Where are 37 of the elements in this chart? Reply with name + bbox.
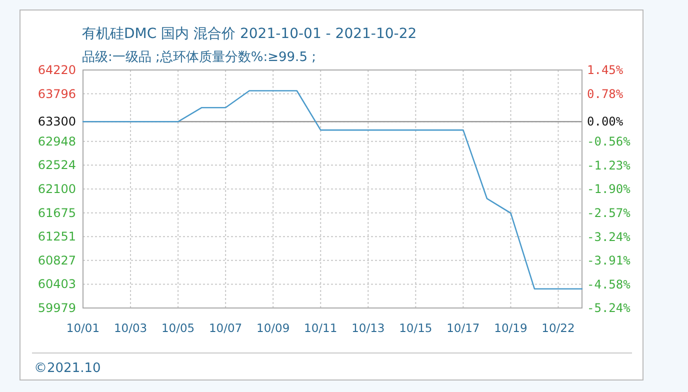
y-tick-label: 61675: [38, 206, 76, 220]
x-tick-label: 10/11: [304, 321, 338, 335]
x-tick-label: 10/09: [256, 321, 290, 335]
y-tick-label: 63300: [38, 114, 76, 129]
x-tick-label: 10/05: [161, 321, 195, 335]
y-tick-label: 62524: [38, 158, 76, 172]
line-series: [82, 90, 583, 290]
x-tick-label: 10/13: [352, 321, 385, 335]
y2-tick-label: -2.57%: [587, 206, 632, 220]
y-tick-label: 62948: [38, 134, 76, 148]
x-tick-label: 10/03: [114, 321, 148, 335]
y2-tick-label: -5.24%: [587, 301, 632, 315]
y2-tick-label: -0.56%: [587, 134, 632, 149]
y-tick-label: 61251: [38, 230, 76, 244]
y-tick-label: 60827: [38, 253, 76, 268]
x-tick-label: 10/15: [399, 321, 432, 335]
y2-tick-label: -3.24%: [587, 230, 632, 244]
x-tick-label: 10/01: [66, 321, 100, 335]
x-tick-label: 10/19: [494, 321, 528, 335]
y2-tick-label: -3.91%: [587, 254, 632, 268]
y2-tick-label: -1.23%: [587, 158, 632, 172]
x-tick-label: 10/22: [542, 321, 575, 335]
y2-tick-label: 1.45%: [587, 63, 624, 77]
y-tick-label: 63796: [38, 86, 76, 101]
x-tick-label: 10/07: [208, 321, 242, 335]
y2-tick-label: 0.78%: [587, 86, 624, 101]
chart-subtitle: 品级:一级品 ;总环体质量分数%:≥99.5 ;: [82, 50, 316, 65]
x-tick-label: 10/17: [446, 321, 480, 335]
y2-tick-label: 0.00%: [587, 114, 624, 129]
y2-tick-label: -4.58%: [587, 278, 632, 292]
y-tick-label: 59979: [38, 301, 76, 315]
chart-title: 有机硅DMC 国内 混合价 2021-10-01 - 2021-10-22: [82, 26, 417, 42]
y-tick-label: 60403: [38, 277, 76, 292]
y2-tick-label: -1.90%: [587, 182, 632, 196]
y-tick-label: 64220: [38, 63, 76, 77]
text: ©2021.10: [34, 361, 101, 376]
y-tick-label: 62100: [38, 182, 76, 196]
